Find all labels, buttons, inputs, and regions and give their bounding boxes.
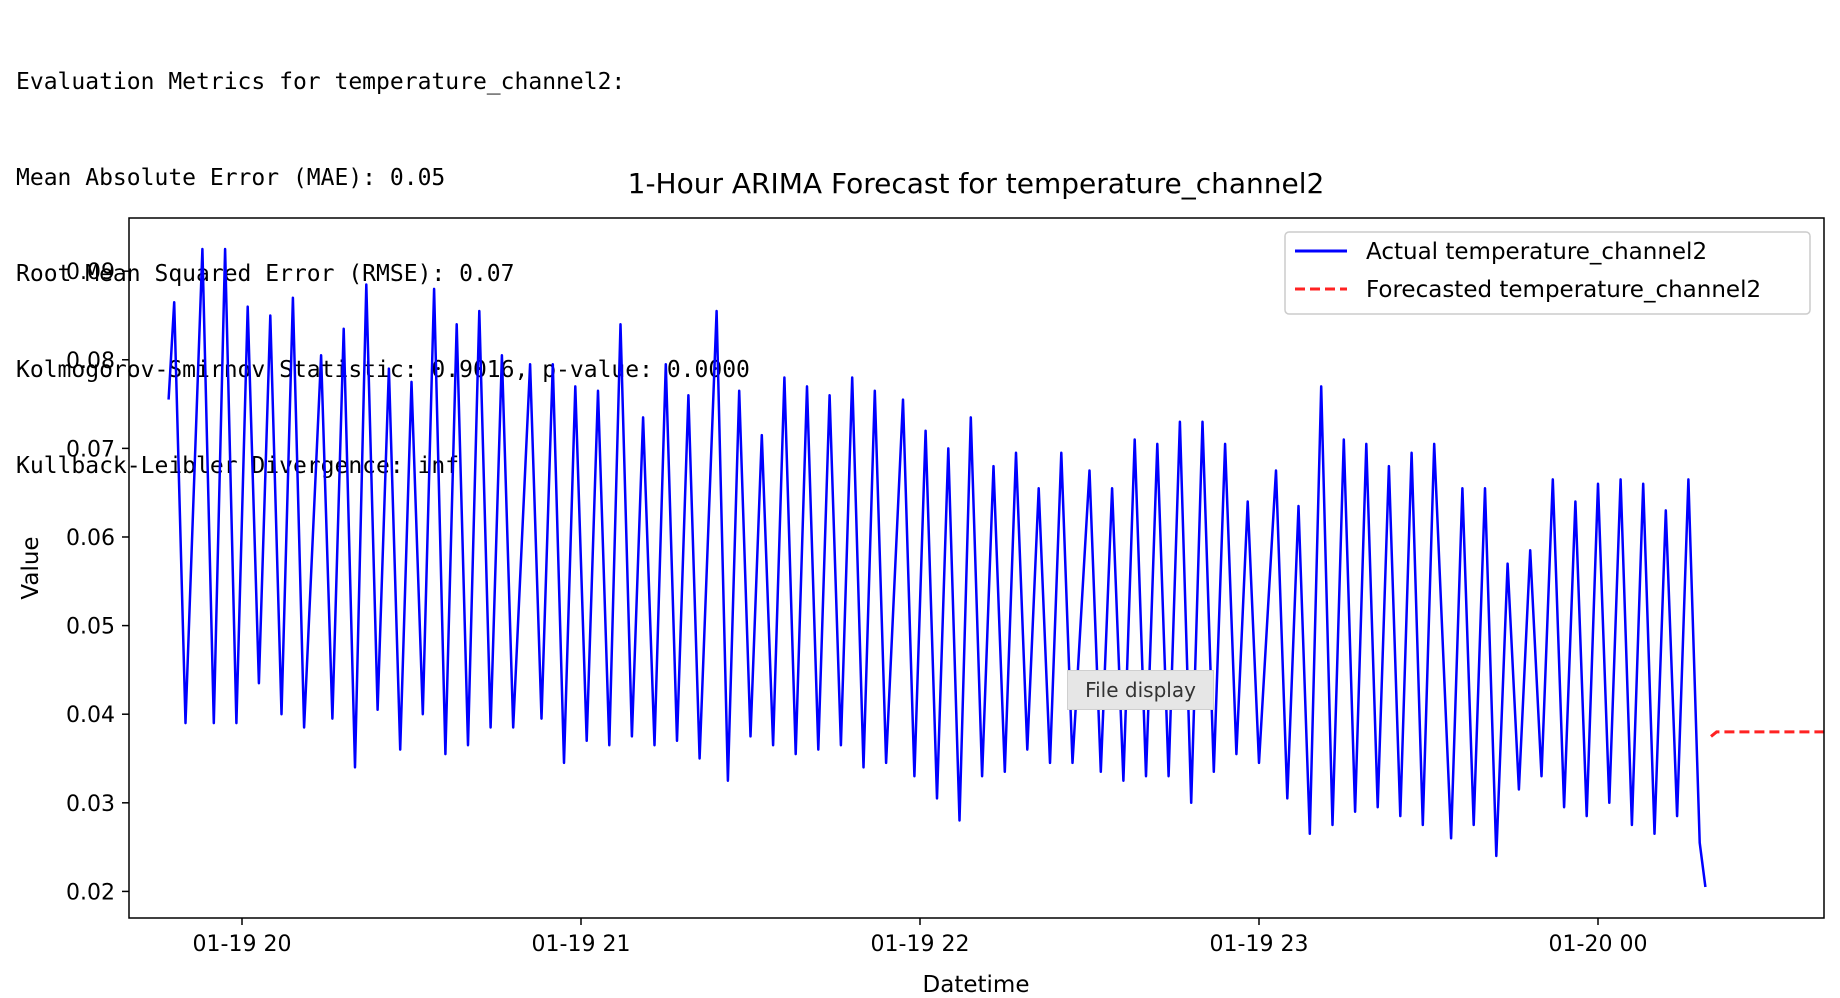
y-tick-label: 0.02 [66, 880, 115, 905]
legend-label-forecast: Forecasted temperature_channel2 [1366, 277, 1761, 303]
y-axis: 0.02 0.03 0.04 0.05 0.06 0.07 0.08 0.09 [66, 260, 129, 905]
y-tick-label: 0.09 [66, 260, 115, 285]
chart-marks [167, 247, 1824, 888]
series-line-actual [167, 247, 1707, 888]
x-tick-label: 01-19 23 [1210, 932, 1309, 957]
legend-box [1284, 231, 1811, 315]
plot-frame [128, 217, 1825, 919]
file-display-tooltip: File display [1067, 670, 1214, 710]
x-tick-label: 01-19 22 [871, 932, 970, 957]
chart-title: 1-Hour ARIMA Forecast for temperature_ch… [628, 167, 1325, 200]
x-axis: 01-19 20 01-19 21 01-19 22 01-19 23 01-20 00 [193, 918, 1648, 957]
x-tick-label: 01-19 21 [532, 932, 631, 957]
y-tick-label: 0.05 [66, 615, 115, 640]
y-tick-label: 0.03 [66, 792, 115, 817]
x-tick-label: 01-19 20 [193, 932, 292, 957]
metrics-line-mae: Mean Absolute Error (MAE): 0.05 [16, 165, 446, 191]
x-tick-label: 01-20 00 [1549, 932, 1648, 957]
metrics-line-ks: Kolmogorov-Smirnov Statistic: 0.9016, p-… [16, 357, 750, 383]
metrics-line-title: Evaluation Metrics for temperature_chann… [16, 69, 626, 95]
forecast-chart: 1-Hour ARIMA Forecast for temperature_ch… [18, 167, 1825, 998]
y-axis-label: Value [18, 536, 44, 599]
x-axis-label: Datetime [923, 972, 1030, 998]
metrics-line-rmse: Root Mean Squared Error (RMSE): 0.07 [16, 261, 515, 287]
evaluation-metrics-output: Evaluation Metrics for temperature_chann… [16, 2, 750, 514]
legend-label-actual: Actual temperature_channel2 [1366, 239, 1707, 265]
y-tick-label: 0.08 [66, 349, 115, 374]
y-tick-label: 0.04 [66, 703, 115, 728]
series-line-forecast [1710, 730, 1824, 738]
y-tick-label: 0.06 [66, 526, 115, 551]
y-tick-label: 0.07 [66, 437, 115, 462]
legend: Actual temperature_channel2 Forecasted t… [1284, 231, 1811, 315]
